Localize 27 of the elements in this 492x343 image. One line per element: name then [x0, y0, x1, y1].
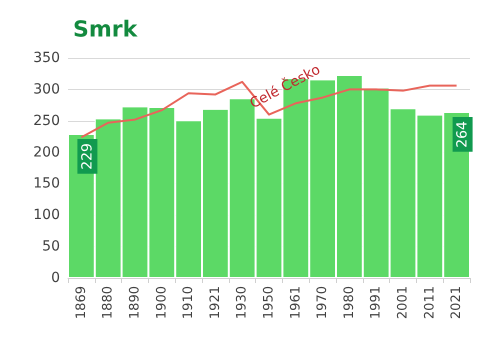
y-tick-label: 0 [51, 270, 60, 286]
x-tick-label: 1991 [368, 286, 384, 320]
y-tick-label: 200 [33, 144, 60, 160]
y-tick-label: 150 [33, 176, 60, 192]
x-tick-label: 1970 [315, 286, 330, 320]
x-tick-label: 1961 [288, 286, 304, 320]
x-tick-label: 1880 [100, 286, 116, 320]
y-tick-label: 350 [33, 50, 60, 66]
x-tick-label: 1921 [208, 286, 223, 320]
y-tick-label: 100 [33, 207, 60, 224]
chart-title: Smrk [73, 18, 139, 42]
x-tick-label: 1869 [74, 286, 89, 320]
x-tick-label: 2021 [449, 286, 464, 320]
y-tick-label: 250 [33, 112, 60, 129]
x-tick-label: 1930 [234, 286, 250, 320]
y-tick-label: 300 [33, 81, 60, 98]
x-tick-label: 2011 [422, 286, 438, 320]
x-tick-label: 1900 [154, 286, 170, 320]
x-tick-label: 1910 [181, 286, 196, 320]
x-tick-label: 1980 [342, 286, 357, 320]
x-tick-label: 1950 [262, 286, 276, 320]
data-label: 264 [454, 120, 471, 148]
y-tick-label: 50 [42, 238, 60, 255]
data-label: 229 [79, 143, 96, 170]
x-tick-label: 2001 [396, 286, 410, 320]
text: Celé Česko [246, 60, 324, 112]
x-tick-label: 1890 [128, 286, 142, 320]
